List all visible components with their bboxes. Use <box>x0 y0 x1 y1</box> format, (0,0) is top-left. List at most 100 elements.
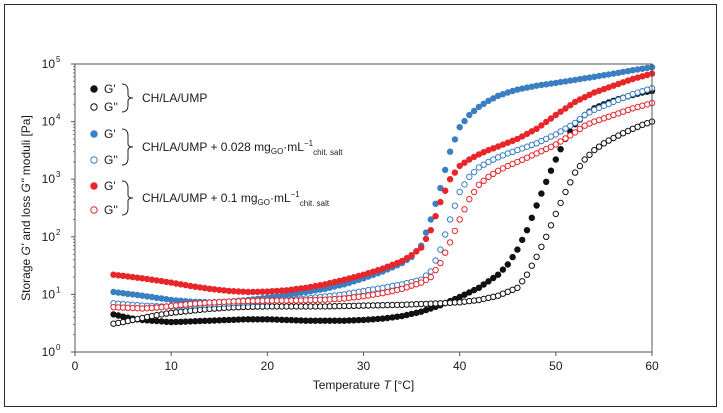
data-point <box>557 108 564 115</box>
legend-marker-loss <box>90 156 98 164</box>
legend-group-label: CH/LA/UMP + 0.028 mgGO·mL−1chit. salt <box>142 139 343 157</box>
data-point <box>547 115 555 122</box>
legend-marker-storage <box>90 130 98 138</box>
legend-bracket <box>121 180 134 216</box>
data-point <box>519 236 526 244</box>
data-point <box>456 162 463 170</box>
data-point <box>533 125 540 133</box>
data-point <box>456 188 463 196</box>
data-point <box>470 168 478 176</box>
legend-item-label: G'' <box>104 153 118 167</box>
data-point <box>595 143 603 150</box>
y-tick-label: 10 <box>42 172 56 186</box>
y-tick-label: 10 <box>42 57 56 71</box>
data-point <box>519 278 526 285</box>
legend: G' G'' CH/LA/UMP G' G'' CH/LA/UMP + 0.028 mgG… <box>90 82 343 217</box>
legend-group-0: G' G'' CH/LA/UMP <box>90 82 207 114</box>
data-point <box>490 95 497 102</box>
data-point <box>480 100 487 108</box>
data-point <box>586 151 593 159</box>
x-tick-label: 60 <box>645 359 659 373</box>
y-tick-exponent: 4 <box>56 113 61 122</box>
series-1 <box>110 118 656 327</box>
x-tick-label: 30 <box>357 359 371 373</box>
x-tick-label: 10 <box>164 359 178 373</box>
data-point <box>432 213 439 220</box>
data-point <box>451 169 459 176</box>
data-point <box>552 131 559 138</box>
data-point <box>543 178 550 186</box>
legend-marker-loss <box>90 206 98 214</box>
data-point <box>413 248 420 255</box>
data-point <box>427 273 434 281</box>
data-point <box>446 239 454 246</box>
data-point <box>466 156 473 163</box>
data-point <box>552 156 559 163</box>
data-point <box>485 97 492 105</box>
data-point <box>427 227 434 234</box>
data-point <box>552 111 559 119</box>
data-point <box>514 135 521 143</box>
y-axis-label: Storage G' and loss G'' moduli [Pa] <box>19 115 33 301</box>
x-tick-label: 20 <box>261 359 275 373</box>
data-point <box>557 146 564 153</box>
data-point <box>567 132 574 139</box>
data-point <box>557 128 564 135</box>
data-point <box>475 284 483 291</box>
y-tick-label: 10 <box>42 230 56 244</box>
data-point <box>490 170 497 178</box>
data-point <box>523 227 531 234</box>
data-point <box>543 233 550 241</box>
data-point <box>499 266 507 273</box>
data-point <box>475 181 483 189</box>
data-point <box>403 254 410 262</box>
data-point <box>432 257 439 264</box>
x-tick-label: 0 <box>72 359 79 373</box>
data-point <box>437 259 444 267</box>
data-point <box>557 138 564 145</box>
data-point <box>446 176 454 183</box>
data-point <box>571 129 579 136</box>
data-point <box>427 216 434 223</box>
figure-frame <box>4 4 717 407</box>
series-4 <box>110 70 656 296</box>
data-point <box>418 279 425 286</box>
data-point <box>461 206 468 213</box>
data-point <box>456 124 463 131</box>
data-point <box>562 105 569 112</box>
data-point <box>485 278 492 285</box>
series-5 <box>110 99 656 312</box>
data-point <box>557 199 564 207</box>
data-point <box>442 231 449 238</box>
data-point <box>600 140 608 147</box>
data-point <box>571 169 579 176</box>
data-point <box>605 137 612 144</box>
data-point <box>461 117 468 125</box>
y-tick-exponent: 1 <box>56 285 61 294</box>
x-tick-label: 40 <box>453 359 467 373</box>
data-point <box>576 162 584 170</box>
data-point <box>581 111 588 119</box>
data-point <box>519 133 526 140</box>
data-point <box>528 128 535 135</box>
legend-marker-storage <box>90 182 98 190</box>
y-tick-exponent: 3 <box>56 170 61 179</box>
data-point <box>490 274 497 282</box>
data-point <box>567 122 574 130</box>
x-axis-label: Temperature T [°C] <box>313 378 415 392</box>
data-point <box>461 159 468 166</box>
data-point <box>461 181 468 188</box>
data-point <box>451 136 459 143</box>
data-point <box>442 166 449 174</box>
data-point <box>475 103 483 111</box>
data-point <box>586 109 593 116</box>
data-point <box>538 243 545 251</box>
y-tick-exponent: 2 <box>56 228 61 237</box>
data-point <box>571 119 579 127</box>
data-point <box>523 130 531 138</box>
data-point <box>418 244 425 251</box>
y-tick-label: 10 <box>42 287 56 301</box>
data-point <box>567 102 574 109</box>
